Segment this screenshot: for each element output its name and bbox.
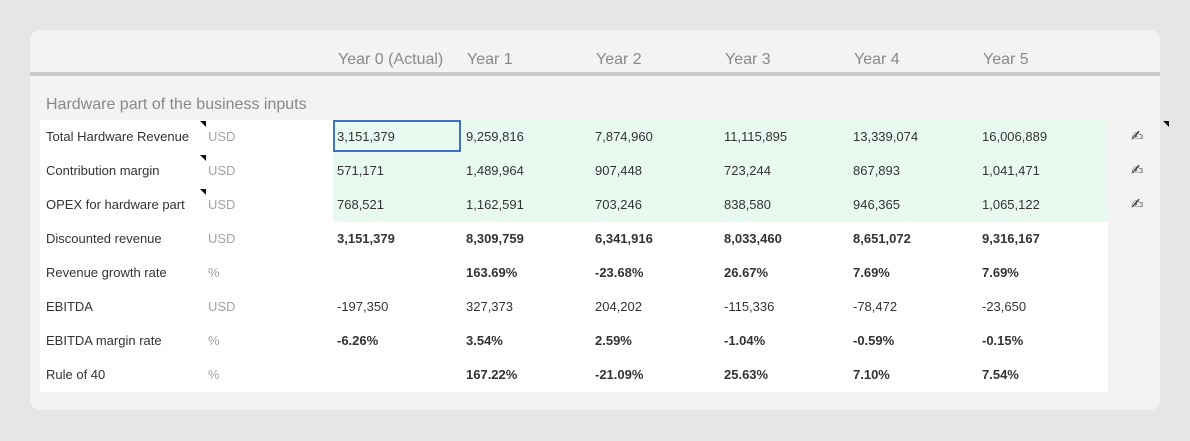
- value-cell-year-0[interactable]: 3,151,379: [337, 129, 395, 144]
- input-band: [333, 188, 1108, 222]
- table-row-contribution-margin: Contribution margin USD 571,171 1,489,96…: [40, 154, 1144, 188]
- value-cell-year-3[interactable]: 11,115,895: [724, 129, 788, 144]
- value-cell-year-1: 327,373: [466, 299, 513, 314]
- row-label: EBITDA: [46, 299, 93, 314]
- value-cell-year-5: 7.69%: [982, 265, 1019, 280]
- value-cell-year-1[interactable]: 1,162,591: [466, 197, 524, 212]
- value-cell-year-2[interactable]: 907,448: [595, 163, 642, 178]
- value-cell-year-2[interactable]: 703,246: [595, 197, 642, 212]
- value-cell-year-4: 8,651,072: [853, 231, 911, 246]
- table-row-ebitda-margin-rate: EBITDA margin rate % -6.26% 3.54% 2.59% …: [40, 324, 1108, 358]
- value-cell-year-1: 167.22%: [466, 367, 518, 382]
- row-label: Revenue growth rate: [46, 265, 167, 280]
- value-cell-year-2: -23.68%: [595, 265, 644, 280]
- column-header-year-5: Year 5: [983, 51, 1029, 68]
- column-header-year-1: Year 1: [467, 51, 513, 68]
- value-cell-year-4[interactable]: 867,893: [853, 163, 900, 178]
- value-cell-year-4[interactable]: 13,339,074: [853, 129, 919, 144]
- value-cell-year-2[interactable]: 7,874,960: [595, 129, 653, 144]
- value-cell-year-5: -23,650: [982, 299, 1027, 314]
- input-band: [333, 120, 1108, 154]
- row-unit: USD: [208, 197, 236, 212]
- table-row-rule-of-40: Rule of 40 % 167.22% -21.09% 25.63% 7.10…: [40, 358, 1108, 392]
- column-header-year-0: Year 0 (Actual): [338, 51, 444, 68]
- column-header-year-4: Year 4: [854, 51, 900, 68]
- value-cell-year-4: 7.10%: [853, 367, 890, 382]
- value-cell-year-1: 163.69%: [466, 265, 518, 280]
- row-unit: %: [208, 333, 220, 348]
- row-unit: USD: [208, 231, 236, 246]
- value-cell-year-3: -1.04%: [724, 333, 766, 348]
- value-cell-year-4[interactable]: 946,365: [853, 197, 900, 212]
- edit-pencil-icon[interactable]: ✍: [1131, 162, 1144, 179]
- table-row-revenue-growth-rate: Revenue growth rate % 163.69% -23.68% 26…: [40, 256, 1108, 290]
- value-cell-year-4: -0.59%: [853, 333, 895, 348]
- value-cell-year-3: 25.63%: [724, 367, 769, 382]
- value-cell-year-1[interactable]: 1,489,964: [466, 163, 524, 178]
- column-header-year-2: Year 2: [596, 51, 642, 68]
- table-row-opex-hardware: OPEX for hardware part USD 768,521 1,162…: [40, 188, 1144, 222]
- row-label: OPEX for hardware part: [46, 197, 185, 212]
- value-cell-year-3[interactable]: 723,244: [724, 163, 771, 178]
- row-label: Contribution margin: [46, 163, 160, 178]
- edit-pencil-icon[interactable]: ✍: [1131, 196, 1144, 213]
- value-cell-year-5[interactable]: 1,041,471: [982, 163, 1040, 178]
- value-cell-year-3: 26.67%: [724, 265, 769, 280]
- row-label: Discounted revenue: [46, 231, 162, 246]
- value-cell-year-5[interactable]: 16,006,889: [982, 129, 1048, 144]
- value-cell-year-1: 3.54%: [466, 333, 503, 348]
- data-table: Total Hardware Revenue USD 3,151,379 9,2…: [40, 120, 1169, 392]
- note-indicator: [200, 189, 206, 195]
- value-cell-year-2: -21.09%: [595, 367, 644, 382]
- value-cell-year-2: 2.59%: [595, 333, 632, 348]
- row-label: EBITDA margin rate: [46, 333, 162, 348]
- column-header-year-3: Year 3: [725, 51, 771, 68]
- value-cell-year-3: -115,336: [724, 299, 775, 314]
- value-cell-year-0: -6.26%: [337, 333, 379, 348]
- value-cell-year-1[interactable]: 9,259,816: [466, 129, 524, 144]
- row-unit: USD: [208, 163, 236, 178]
- section-title: Hardware part of the business inputs: [46, 96, 307, 113]
- value-cell-year-3[interactable]: 838,580: [724, 197, 771, 212]
- selected-cell-outline: [333, 120, 461, 152]
- value-cell-year-5: 7.54%: [982, 367, 1019, 382]
- value-cell-year-2: 6,341,916: [595, 231, 653, 246]
- note-indicator: [1163, 121, 1169, 127]
- value-cell-year-5: -0.15%: [982, 333, 1024, 348]
- note-indicator: [200, 121, 206, 127]
- row-unit: %: [208, 265, 220, 280]
- note-indicator: [200, 155, 206, 161]
- value-cell-year-0: -197,350: [337, 299, 389, 314]
- value-cell-year-5[interactable]: 1,065,122: [982, 197, 1040, 212]
- value-cell-year-3: 8,033,460: [724, 231, 782, 246]
- value-cell-year-0[interactable]: 571,171: [337, 163, 384, 178]
- row-label: Total Hardware Revenue: [46, 129, 190, 144]
- header-divider: [30, 72, 1160, 76]
- input-band: [333, 154, 1108, 188]
- row-unit: %: [208, 367, 220, 382]
- value-cell-year-1: 8,309,759: [466, 231, 524, 246]
- value-cell-year-5: 9,316,167: [982, 231, 1040, 246]
- edit-pencil-icon[interactable]: ✍: [1131, 128, 1144, 145]
- value-cell-year-2: 204,202: [595, 299, 642, 314]
- value-cell-year-0: 3,151,379: [337, 231, 395, 246]
- row-label: Rule of 40: [46, 367, 106, 382]
- value-cell-year-4: 7.69%: [853, 265, 890, 280]
- column-header-row: Year 0 (Actual) Year 1 Year 2 Year 3 Yea…: [30, 30, 1160, 76]
- value-cell-year-4: -78,472: [853, 299, 898, 314]
- table-row-ebitda: EBITDA USD -197,350 327,373 204,202 -115…: [40, 290, 1108, 324]
- row-unit: USD: [208, 129, 236, 144]
- value-cell-year-0[interactable]: 768,521: [337, 197, 384, 212]
- row-unit: USD: [208, 299, 236, 314]
- table-row-discounted-revenue: Discounted revenue USD 3,151,379 8,309,7…: [40, 222, 1108, 256]
- financial-model-card: Year 0 (Actual) Year 1 Year 2 Year 3 Yea…: [30, 30, 1169, 410]
- table-row-total-hardware-revenue: Total Hardware Revenue USD 3,151,379 9,2…: [40, 120, 1169, 154]
